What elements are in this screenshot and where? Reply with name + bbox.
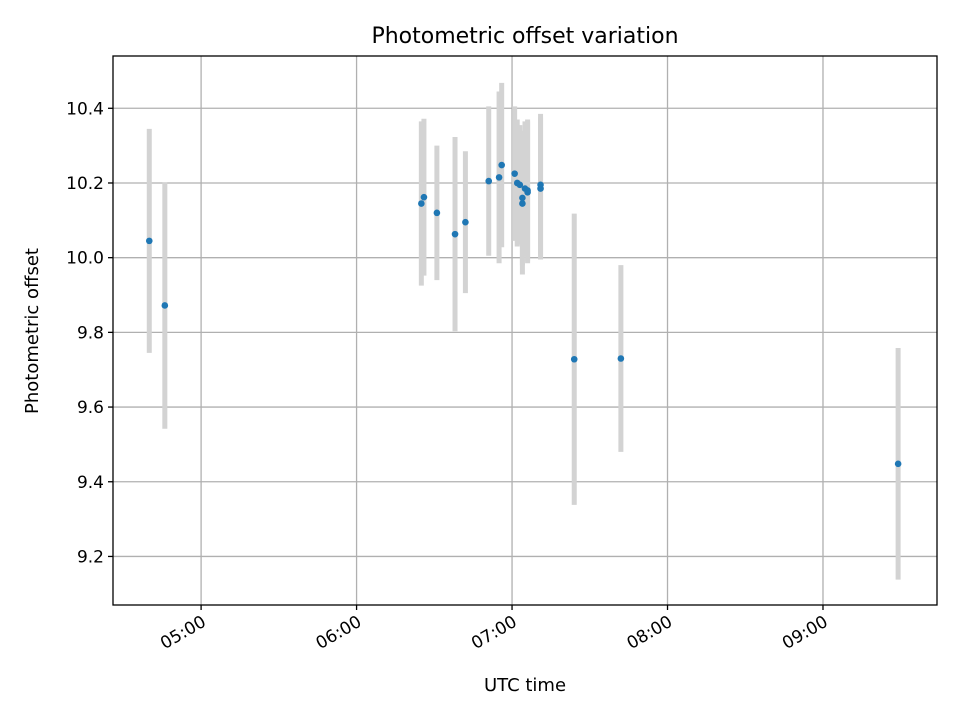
data-point [418,200,425,207]
y-tick-label: 10.4 [66,99,104,119]
data-point [519,194,526,202]
y-tick-label: 9.2 [77,547,104,567]
data-point [462,218,469,226]
data-point [617,355,625,362]
data-point [145,237,153,245]
data-point [161,302,169,309]
data-point [524,187,531,194]
x-axis-label: UTC time [484,675,566,696]
y-tick-label: 9.6 [77,398,104,418]
y-axis-label: Photometric offset [22,248,43,414]
data-points [145,161,902,468]
data-point [570,355,578,363]
y-tick-label: 9.4 [77,473,104,493]
data-point [485,177,493,185]
data-point [519,200,526,207]
data-point [511,170,518,177]
plot-frame [112,55,938,606]
data-point [451,230,459,238]
data-point [894,460,902,468]
data-point [433,209,441,217]
chart-title: Photometric offset variation [371,24,678,49]
y-tick-label: 9.8 [77,323,104,343]
data-point [537,181,544,189]
data-point [516,181,524,189]
y-tick-label: 10.2 [66,174,104,194]
data-point [495,174,503,181]
y-tick-label: 10.0 [66,249,104,269]
data-point [420,193,428,201]
data-point [498,161,505,169]
